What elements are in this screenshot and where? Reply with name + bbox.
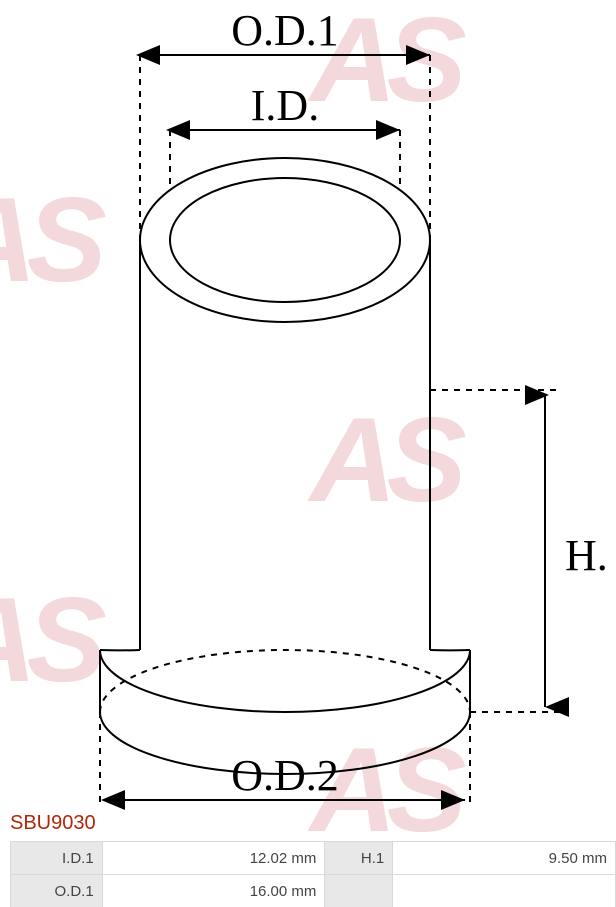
- cell-value: 16.00 mm: [102, 875, 325, 907]
- cell-label: [325, 875, 393, 907]
- cell-value: [393, 875, 616, 907]
- flange-bottom-back: [100, 650, 470, 712]
- table-row: I.D.1 12.02 mm H.1 9.50 mm: [11, 842, 616, 875]
- diagram-svg: O.D.1 I.D. H.: [0, 0, 616, 812]
- cell-value: 9.50 mm: [393, 842, 616, 875]
- top-inner-ellipse: [170, 178, 400, 302]
- part-code: SBU9030: [10, 812, 96, 835]
- spec-table: I.D.1 12.02 mm H.1 9.50 mm O.D.1 16.00 m…: [10, 841, 616, 907]
- dim-od1-label: O.D.1: [231, 6, 339, 55]
- cell-value: 12.02 mm: [102, 842, 325, 875]
- bushing-diagram: AS AS AS AS AS O.D.1 I.D.: [0, 0, 616, 812]
- dim-od2-label: O.D.2: [231, 751, 339, 800]
- cell-label: O.D.1: [11, 875, 103, 907]
- cell-label: H.1: [325, 842, 393, 875]
- dim-h-label: H.: [565, 531, 608, 580]
- dim-id-label: I.D.: [251, 81, 319, 130]
- cell-label: I.D.1: [11, 842, 103, 875]
- flange-top-front: [100, 650, 470, 712]
- table-row: O.D.1 16.00 mm: [11, 875, 616, 907]
